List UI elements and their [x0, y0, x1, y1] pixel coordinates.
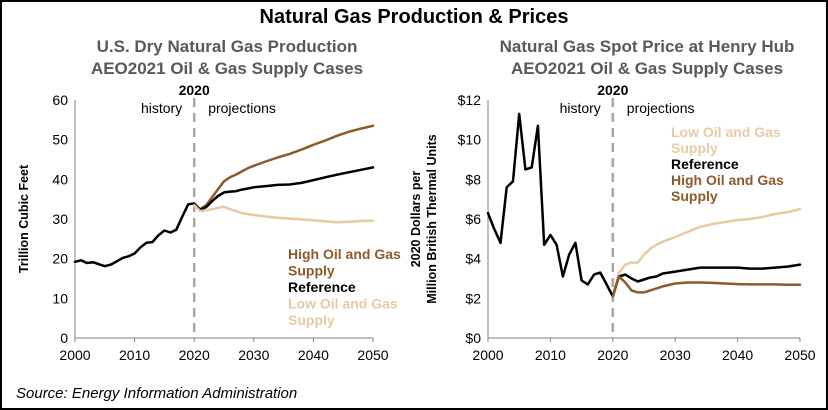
production-series-low-oil-gas: [192, 203, 375, 224]
production-series-high-oil-gas: [192, 124, 375, 211]
price-legend-label: High Oil and Gas: [671, 172, 784, 188]
production-y-tick-label: 10: [52, 290, 68, 306]
price-series-reference: [486, 112, 802, 298]
price-x-tick-label: 2010: [535, 347, 566, 363]
production-x-tick-label: 2040: [298, 347, 329, 363]
left-chart-title: U.S. Dry Natural Gas Production AEO2021 …: [62, 36, 392, 80]
price-legend-label: Low Oil and Gas: [671, 124, 781, 140]
right-chart-subtitle: AEO2021 Oil & Gas Supply Cases: [510, 59, 784, 78]
production-series-reference: [73, 166, 375, 268]
right-chart-title: Natural Gas Spot Price at Henry Hub AEO2…: [472, 36, 822, 80]
price-y-tick-label: $4: [465, 251, 481, 267]
production-legend-label: Reference: [288, 279, 356, 295]
price-series-high-oil-gas: [611, 275, 802, 298]
production-x-tick-label: 2020: [179, 347, 210, 363]
production-x-tick-label: 2030: [238, 347, 269, 363]
production-legend-label: Low Oil and Gas: [288, 296, 398, 312]
price-legend-label: Reference: [671, 156, 739, 172]
price-x-tick-label: 2030: [660, 347, 691, 363]
price-x-tick-label: 2020: [597, 347, 628, 363]
production-y-tick-label: 20: [52, 251, 68, 267]
main-title: Natural Gas Production & Prices: [259, 6, 569, 28]
production-y-axis-label: Trillion Cubic Feet: [17, 164, 31, 273]
production-x-tick-label: 2000: [59, 347, 90, 363]
production-projections-label: projections: [208, 100, 276, 116]
price-x-tick-label: 2050: [784, 347, 815, 363]
price-legend-label: Supply: [671, 188, 718, 204]
price-y-tick-label: $8: [465, 171, 481, 187]
price-projections-label: projections: [627, 100, 695, 116]
production-y-tick-label: 60: [52, 92, 68, 108]
price-series-low-oil-gas: [611, 207, 802, 298]
price-y-tick-label: $0: [465, 330, 481, 346]
left-chart-title-line1: U.S. Dry Natural Gas Production: [96, 37, 358, 56]
price-y-tick-label: $2: [465, 290, 481, 306]
price-y-tick-label: $12: [458, 92, 482, 108]
production-y-tick-label: 40: [52, 171, 68, 187]
price-divider-label: 2020: [597, 82, 628, 98]
price-y-axis-label: Million British Thermal Units: [425, 134, 439, 304]
price-x-tick-label: 2000: [472, 347, 503, 363]
production-y-tick-label: 30: [52, 211, 68, 227]
price-history-label: history: [560, 100, 601, 116]
price-legend-label: Supply: [671, 140, 718, 156]
source-note: Source: Energy Information Administratio…: [16, 385, 298, 402]
production-x-tick-label: 2010: [119, 347, 150, 363]
price-y-tick-label: $10: [458, 132, 482, 148]
production-y-tick-label: 50: [52, 132, 68, 148]
price-y-tick-label: $6: [465, 211, 481, 227]
production-legend-label: Supply: [288, 263, 335, 279]
left-chart-subtitle: AEO2021 Oil & Gas Supply Cases: [90, 59, 364, 78]
production-history-label: history: [141, 100, 182, 116]
production-legend-label: High Oil and Gas: [288, 246, 401, 262]
production-divider-label: 2020: [179, 82, 210, 98]
production-x-tick-label: 2050: [357, 347, 388, 363]
production-legend-label: Supply: [288, 312, 335, 328]
production-y-tick-label: 0: [60, 330, 68, 346]
price-y-axis-label: 2020 Dollars per: [409, 171, 423, 268]
right-chart-title-line1: Natural Gas Spot Price at Henry Hub: [499, 37, 795, 56]
price-x-tick-label: 2040: [722, 347, 753, 363]
